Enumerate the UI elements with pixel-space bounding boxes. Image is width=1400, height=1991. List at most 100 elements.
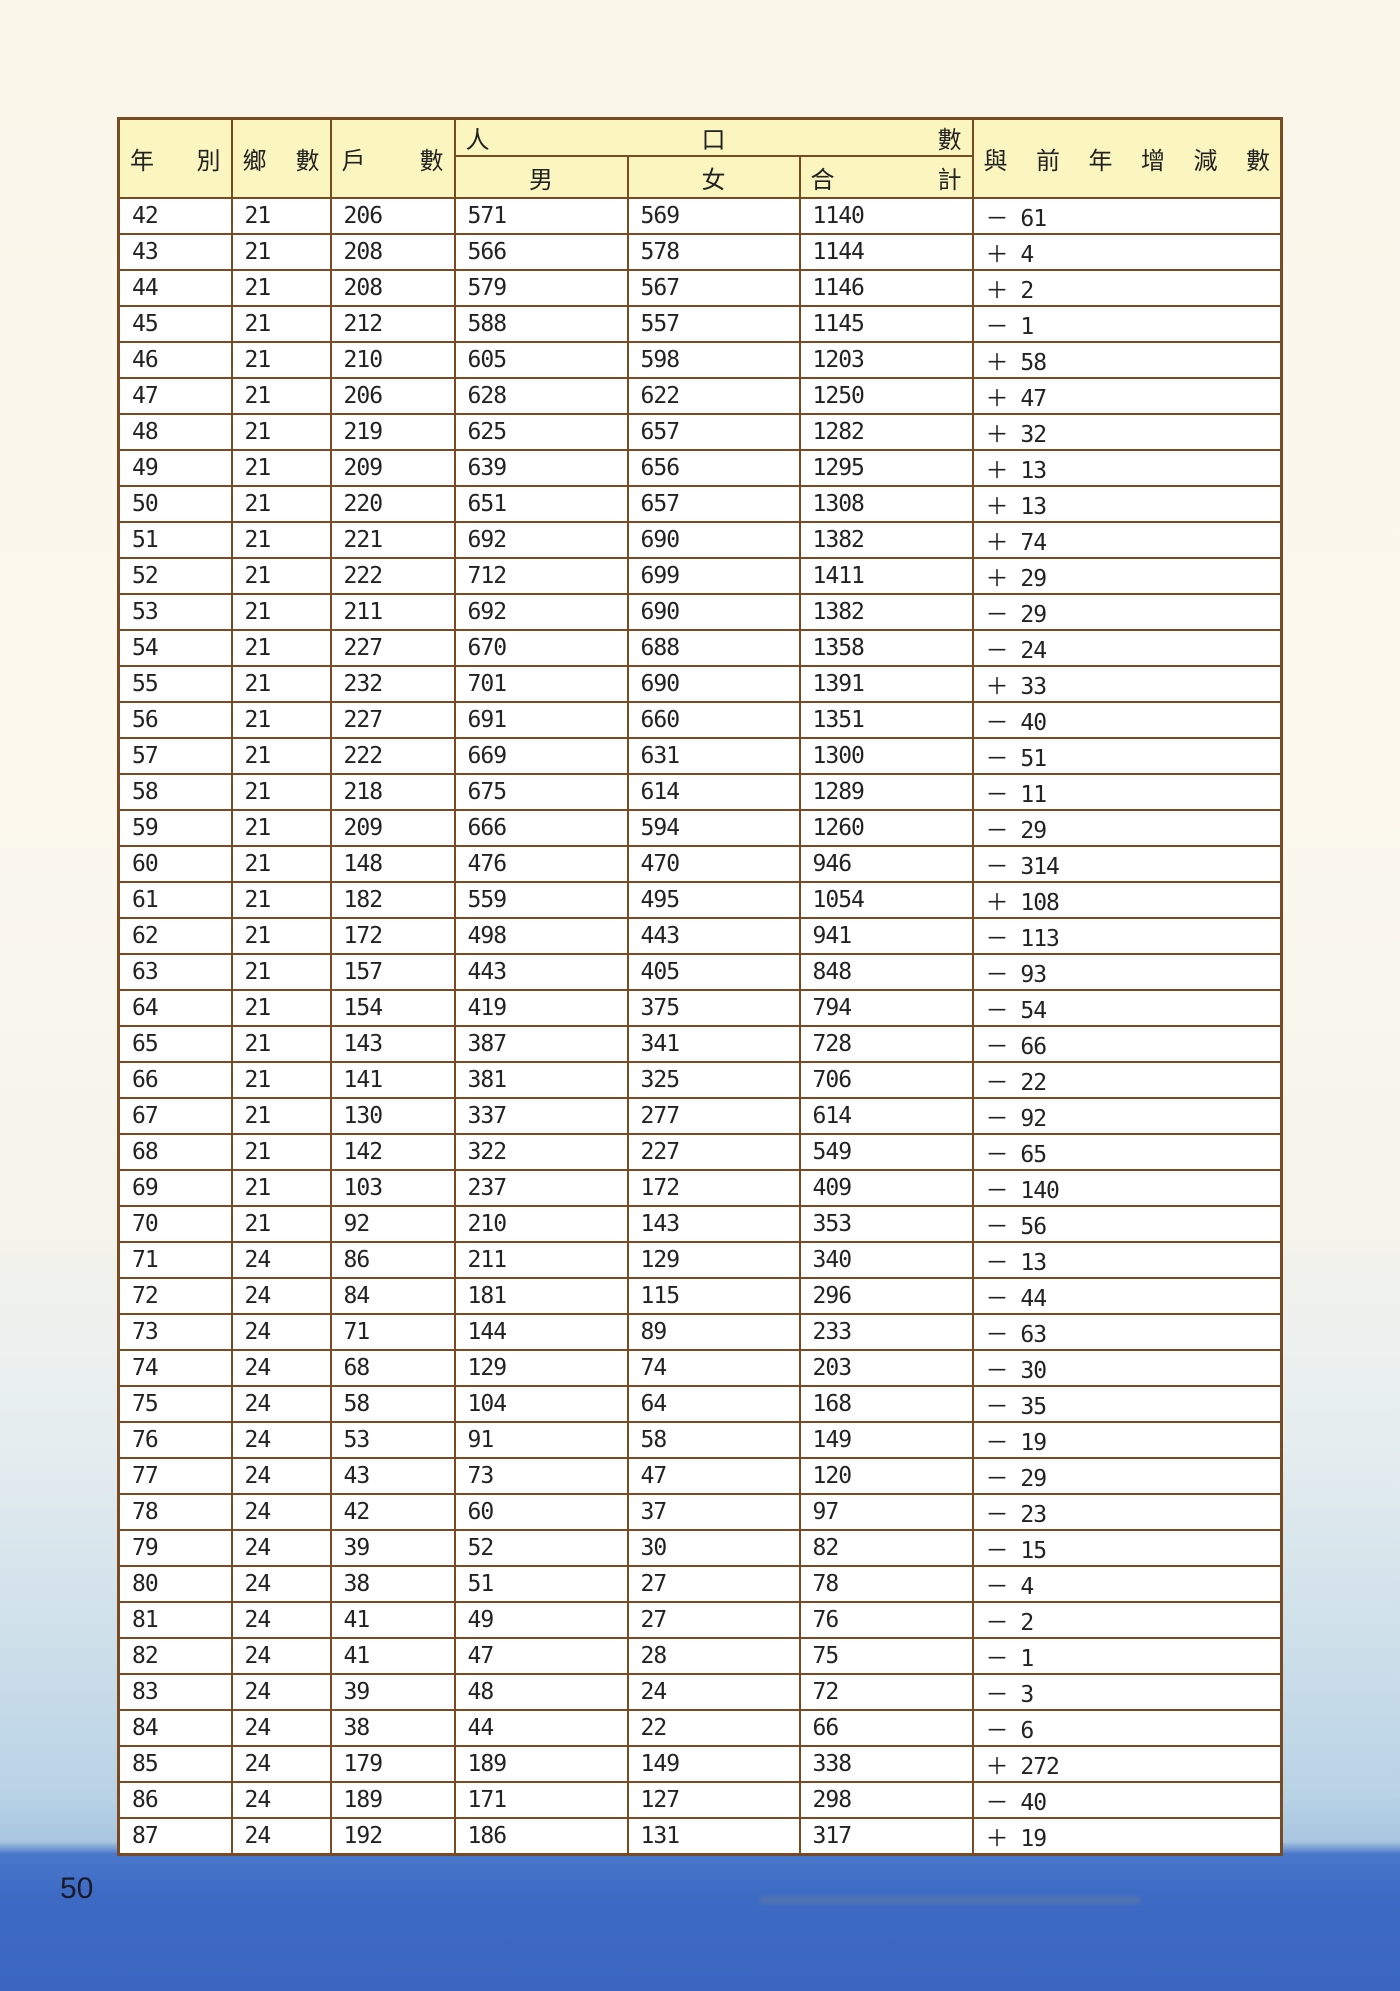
cell-households: 143 [329, 1025, 456, 1063]
cell-year: 67 [117, 1097, 233, 1135]
table-row: 69 21 103 237 172 409 － 140 [117, 1169, 1283, 1207]
cell-households: 227 [329, 629, 456, 667]
cell-households: 209 [329, 449, 456, 487]
cell-female: 443 [626, 917, 801, 955]
cell-change: － 22 [971, 1061, 1283, 1099]
cell-households: 222 [329, 737, 456, 775]
table-row: 82 24 41 47 28 75 － 1 [117, 1637, 1283, 1675]
table-row: 81 24 41 49 27 76 － 2 [117, 1601, 1283, 1639]
distant-island [760, 1897, 1140, 1903]
cell-change: － 23 [971, 1493, 1283, 1531]
cell-male: 675 [453, 773, 629, 811]
cell-townships: 21 [230, 953, 332, 991]
cell-townships: 21 [230, 1025, 332, 1063]
table-row: 56 21 227 691 660 1351 － 40 [117, 701, 1283, 739]
cell-change: － 30 [971, 1349, 1283, 1387]
cell-total: 203 [798, 1349, 974, 1387]
cell-total: 1308 [798, 485, 974, 523]
table-row: 85 24 179 189 149 338 ＋ 272 [117, 1745, 1283, 1783]
header-households: 戶數 [329, 117, 456, 199]
cell-change: － 11 [971, 773, 1283, 811]
cell-female: 325 [626, 1061, 801, 1099]
cell-female: 28 [626, 1637, 801, 1675]
cell-year: 74 [117, 1349, 233, 1387]
cell-female: 699 [626, 557, 801, 595]
table-row: 80 24 38 51 27 78 － 4 [117, 1565, 1283, 1603]
cell-change: － 29 [971, 809, 1283, 847]
header-population: 人口數 [453, 117, 974, 157]
cell-male: 144 [453, 1313, 629, 1351]
cell-male: 670 [453, 629, 629, 667]
cell-male: 571 [453, 197, 629, 235]
cell-female: 27 [626, 1601, 801, 1639]
cell-year: 63 [117, 953, 233, 991]
cell-total: 353 [798, 1205, 974, 1243]
cell-change: － 51 [971, 737, 1283, 775]
cell-male: 381 [453, 1061, 629, 1099]
cell-female: 131 [626, 1817, 801, 1856]
cell-change: － 13 [971, 1241, 1283, 1279]
cell-female: 405 [626, 953, 801, 991]
cell-female: 594 [626, 809, 801, 847]
cell-total: 941 [798, 917, 974, 955]
cell-female: 47 [626, 1457, 801, 1495]
cell-male: 337 [453, 1097, 629, 1135]
cell-townships: 24 [230, 1529, 332, 1567]
cell-townships: 21 [230, 917, 332, 955]
cell-townships: 21 [230, 413, 332, 451]
table-row: 60 21 148 476 470 946 － 314 [117, 845, 1283, 883]
cell-townships: 21 [230, 449, 332, 487]
cell-male: 498 [453, 917, 629, 955]
cell-year: 70 [117, 1205, 233, 1243]
cell-change: － 29 [971, 593, 1283, 631]
cell-total: 1282 [798, 413, 974, 451]
cell-female: 631 [626, 737, 801, 775]
table-row: 46 21 210 605 598 1203 ＋ 58 [117, 341, 1283, 379]
cell-change: － 3 [971, 1673, 1283, 1711]
table-row: 47 21 206 628 622 1250 ＋ 47 [117, 377, 1283, 415]
cell-male: 91 [453, 1421, 629, 1459]
cell-total: 1289 [798, 773, 974, 811]
cell-female: 690 [626, 521, 801, 559]
table-row: 87 24 192 186 131 317 ＋ 19 [117, 1817, 1283, 1856]
cell-female: 58 [626, 1421, 801, 1459]
table-row: 78 24 42 60 37 97 － 23 [117, 1493, 1283, 1531]
cell-change: ＋ 58 [971, 341, 1283, 379]
cell-townships: 21 [230, 737, 332, 775]
cell-total: 168 [798, 1385, 974, 1423]
cell-households: 206 [329, 377, 456, 415]
cell-year: 62 [117, 917, 233, 955]
cell-female: 115 [626, 1277, 801, 1315]
cell-change: ＋ 29 [971, 557, 1283, 595]
cell-townships: 21 [230, 521, 332, 559]
cell-households: 221 [329, 521, 456, 559]
header-female: 女 [626, 155, 801, 199]
table-row: 52 21 222 712 699 1411 ＋ 29 [117, 557, 1283, 595]
cell-total: 614 [798, 1097, 974, 1135]
cell-year: 82 [117, 1637, 233, 1675]
cell-total: 149 [798, 1421, 974, 1459]
ocean-background [0, 1853, 1400, 1991]
cell-households: 38 [329, 1565, 456, 1603]
cell-households: 210 [329, 341, 456, 379]
cell-households: 92 [329, 1205, 456, 1243]
cell-change: ＋ 4 [971, 233, 1283, 271]
cell-households: 42 [329, 1493, 456, 1531]
cell-year: 68 [117, 1133, 233, 1171]
cell-townships: 21 [230, 233, 332, 271]
cell-change: － 35 [971, 1385, 1283, 1423]
cell-townships: 24 [230, 1601, 332, 1639]
cell-total: 66 [798, 1709, 974, 1747]
cell-female: 657 [626, 413, 801, 451]
cell-households: 71 [329, 1313, 456, 1351]
cell-households: 220 [329, 485, 456, 523]
cell-households: 43 [329, 1457, 456, 1495]
cell-households: 192 [329, 1817, 456, 1856]
cell-total: 946 [798, 845, 974, 883]
cell-households: 209 [329, 809, 456, 847]
cell-male: 52 [453, 1529, 629, 1567]
table-row: 51 21 221 692 690 1382 ＋ 74 [117, 521, 1283, 559]
cell-total: 1351 [798, 701, 974, 739]
cell-female: 129 [626, 1241, 801, 1279]
header-townships: 鄉數 [230, 117, 332, 199]
